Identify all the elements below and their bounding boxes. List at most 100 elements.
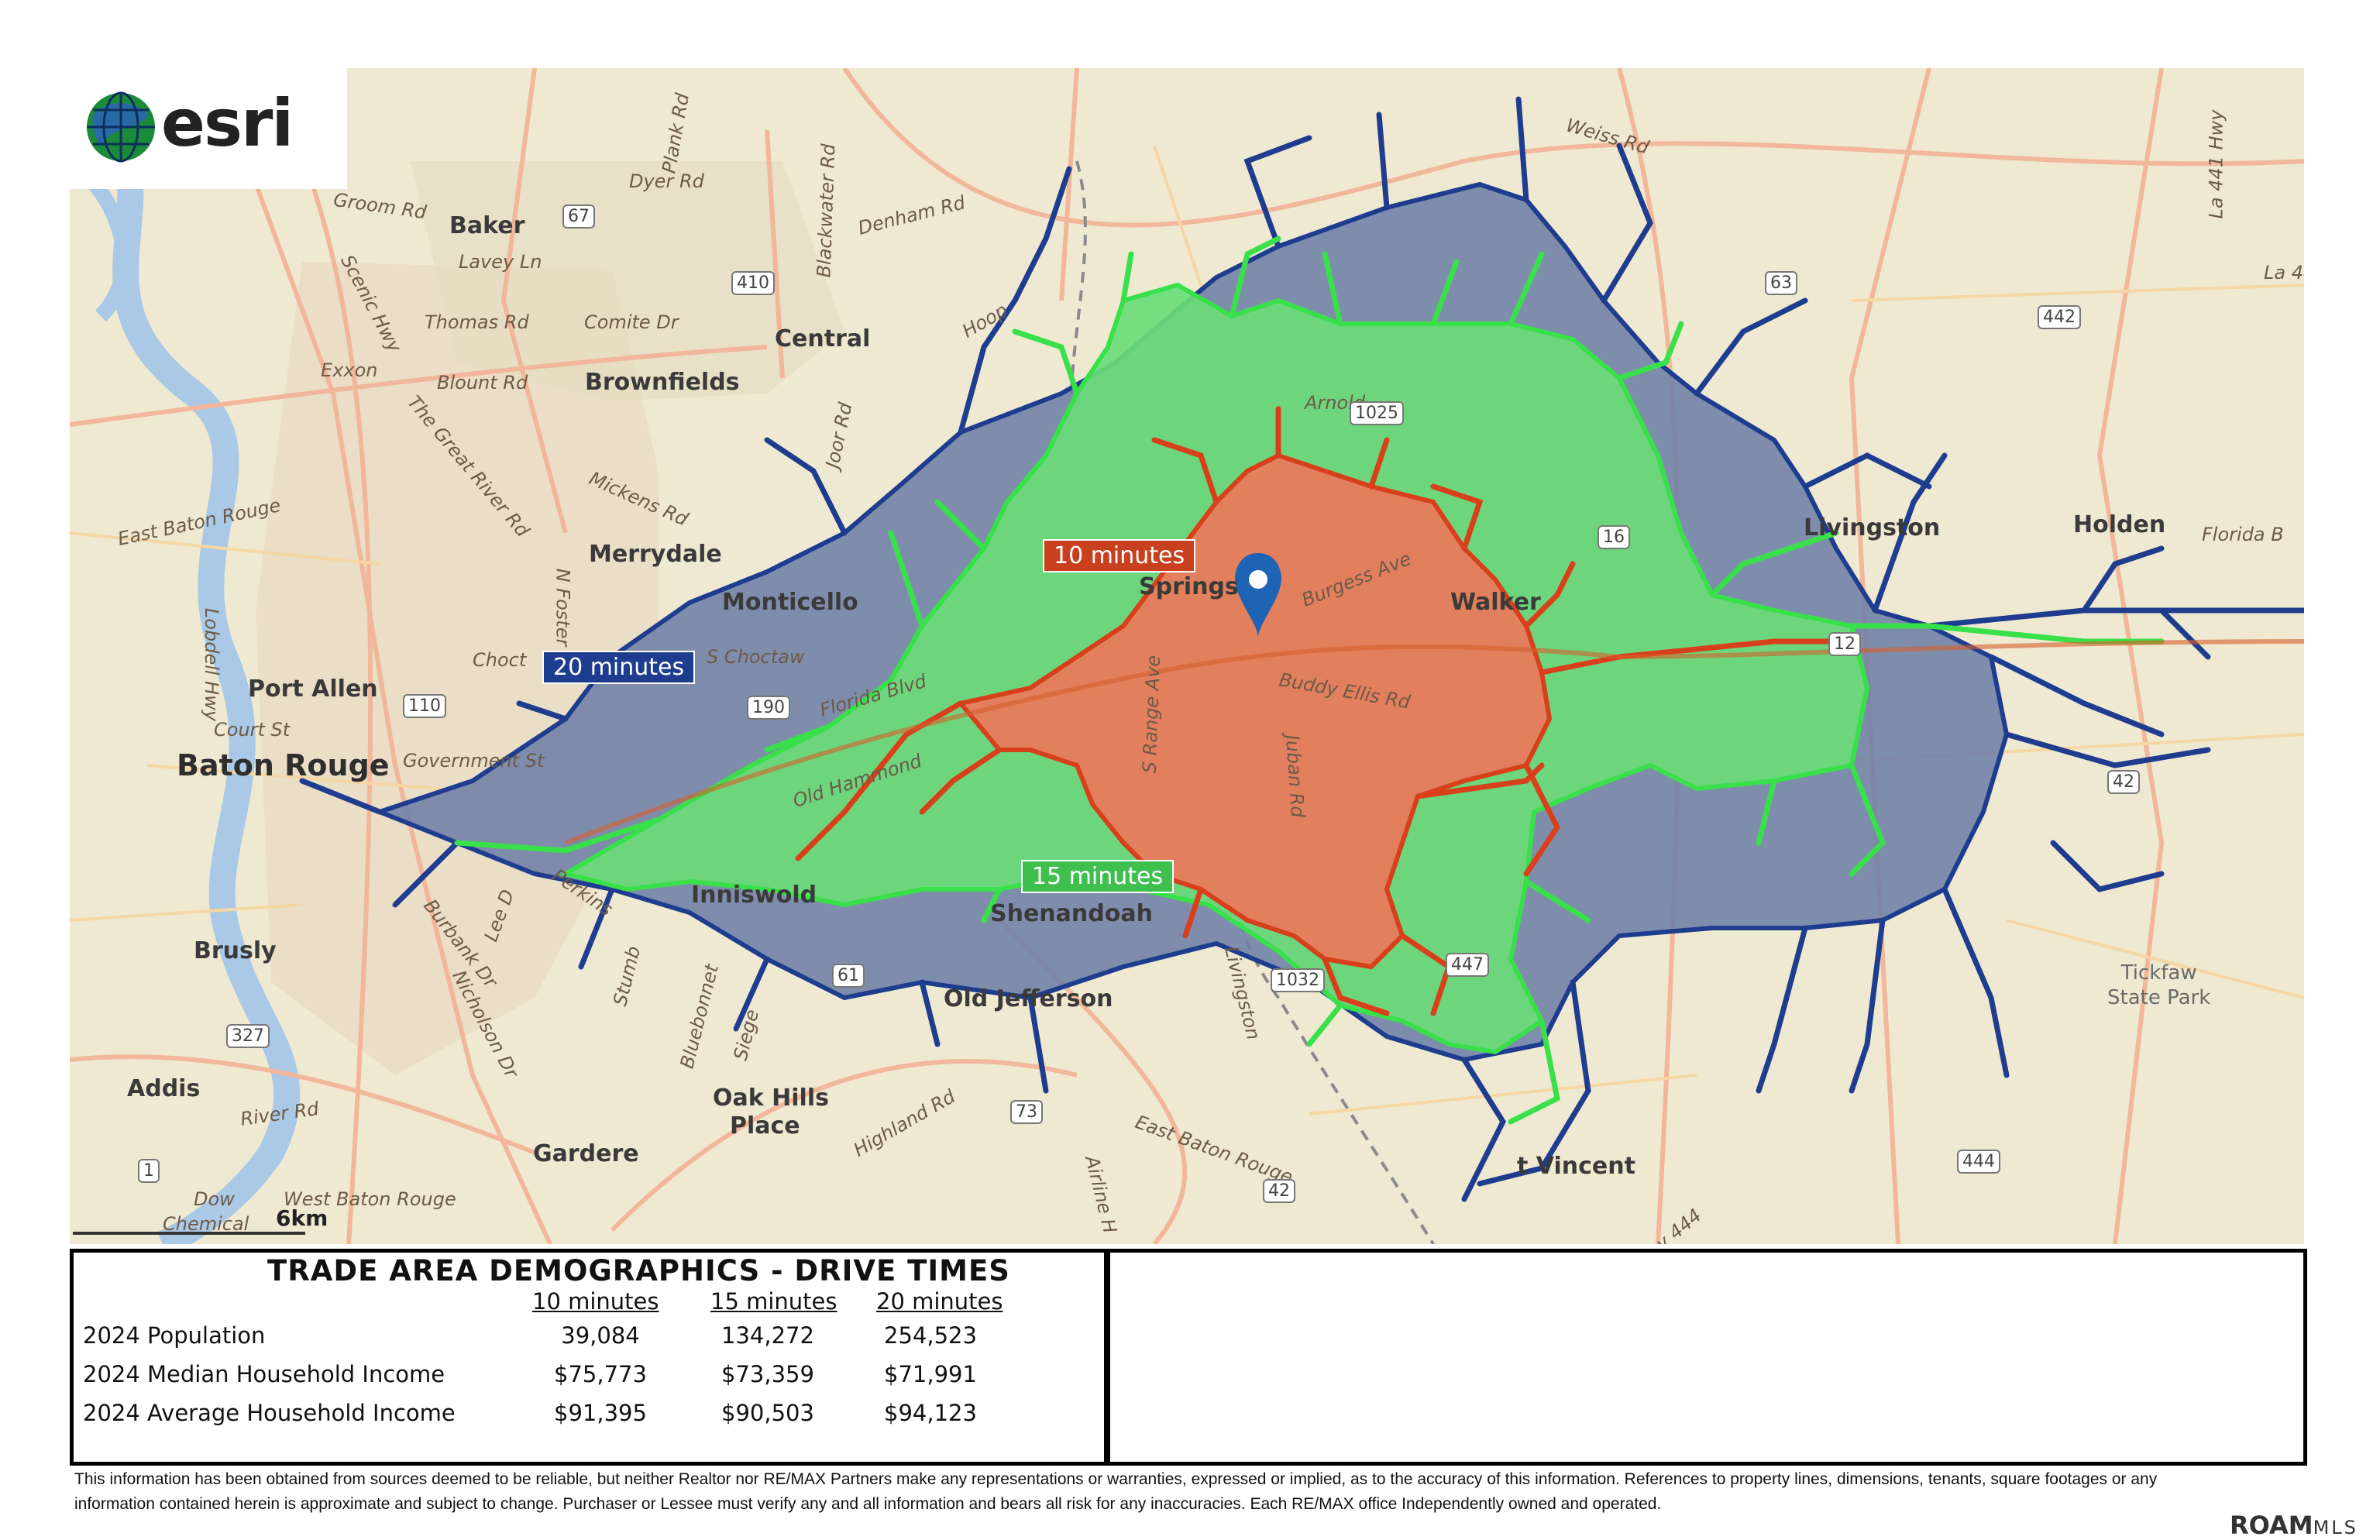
road-comite: Comite Dr: [584, 311, 679, 333]
disclaimer-line-2: information contained herein is approxim…: [74, 1495, 1662, 1513]
place-exxon: Exxon: [321, 359, 378, 381]
cell-median-10: $75,773: [554, 1361, 647, 1387]
drive-time-label-10: 10 minutes: [1043, 539, 1196, 572]
place-merrydale: Merrydale: [589, 541, 722, 568]
esri-wordmark: esri: [161, 85, 294, 161]
place-shenandoah: Shenandoah: [990, 900, 1153, 927]
map-canvas: [70, 68, 2304, 1244]
row-label-population: 2024 Population: [83, 1322, 266, 1349]
cell-median-15: $73,359: [721, 1361, 814, 1387]
road-choct: Choct: [473, 649, 527, 671]
place-old-jefferson: Old Jefferson: [944, 985, 1113, 1012]
road-florida-b: Florida B: [2202, 524, 2284, 545]
road-government-st: Government St: [403, 750, 545, 772]
cell-average-20: $94,123: [884, 1400, 977, 1426]
place-place: Place: [730, 1112, 800, 1140]
cell-average-15: $90,503: [721, 1400, 814, 1426]
drive-time-10-roads: [795, 406, 1847, 1016]
mississippi-river: [104, 109, 301, 1244]
shield-110: 110: [403, 694, 446, 718]
roam-mls-logo: ROAMMLS: [2230, 1511, 2358, 1540]
place-central: Central: [775, 325, 871, 352]
place-vincent: t Vincent: [1517, 1153, 1635, 1180]
place-port-allen: Port Allen: [248, 675, 378, 703]
place-walker: Walker: [1450, 589, 1541, 616]
shield-67: 67: [562, 205, 595, 229]
row-label-average-income: 2024 Average Household Income: [83, 1400, 456, 1426]
scale-text: 6km: [276, 1205, 328, 1231]
scale-line: [73, 1232, 305, 1235]
road-range: S Range Ave: [1138, 655, 1164, 774]
place-dow: Dow: [194, 1188, 235, 1210]
interstate-12: [564, 639, 2304, 845]
column-header-15: 15 minutes: [710, 1288, 837, 1315]
shield-1032: 1032: [1271, 968, 1325, 992]
cell-population-20: 254,523: [884, 1322, 977, 1349]
shield-444: 444: [1957, 1150, 2000, 1174]
place-tickfaw: Tickfaw State Park: [2107, 961, 2210, 1010]
drive-time-10-area: [956, 452, 1553, 970]
place-brusly: Brusly: [194, 937, 277, 964]
cell-median-20: $71,991: [884, 1361, 977, 1387]
road-blount: Blount Rd: [437, 372, 528, 394]
disclaimer: This information has been obtained from …: [74, 1467, 2290, 1517]
state-park-text: State Park: [2107, 986, 2211, 1009]
shield-42-east: 42: [2107, 770, 2140, 794]
row-label-median-income: 2024 Median Household Income: [83, 1361, 445, 1387]
road-court-st: Court St: [214, 719, 291, 741]
place-springs: Springs: [1139, 573, 1239, 600]
tickfaw-text: Tickfaw: [2120, 961, 2197, 985]
shield-1: 1: [138, 1159, 160, 1183]
road-la44: La 44: [2264, 262, 2304, 284]
cell-population-15: 134,272: [721, 1322, 814, 1349]
road-la441: La 441 Hwy: [2205, 109, 2227, 219]
place-inniswold: Inniswold: [691, 882, 817, 909]
place-west-baton-rouge: West Baton Rouge: [284, 1188, 456, 1210]
roam-text: ROAM: [2230, 1511, 2313, 1540]
panel-title: TRADE AREA DEMOGRAPHICS - DRIVE TIMES: [267, 1254, 1010, 1287]
mls-text: MLS: [2313, 1517, 2358, 1538]
shield-61: 61: [832, 964, 865, 988]
location-marker: [1235, 553, 1281, 638]
place-baker: Baker: [449, 212, 525, 239]
shield-447: 447: [1446, 953, 1489, 977]
shield-16: 16: [1598, 525, 1630, 549]
demographics-panel: TRADE AREA DEMOGRAPHICS - DRIVE TIMES 10…: [70, 1249, 2307, 1466]
cell-population-10: 39,084: [561, 1322, 640, 1349]
place-baton-rouge: Baton Rouge: [177, 748, 390, 782]
place-gardere: Gardere: [533, 1140, 639, 1167]
shield-327: 327: [226, 1024, 270, 1048]
place-oak-hills: Oak Hills: [713, 1085, 829, 1112]
shield-42-south: 42: [1263, 1179, 1295, 1203]
place-brownfields: Brownfields: [585, 369, 740, 396]
shield-1025: 1025: [1350, 401, 1404, 425]
cell-average-10: $91,395: [554, 1400, 647, 1426]
shield-190: 190: [747, 696, 790, 720]
column-header-20: 20 minutes: [876, 1288, 1003, 1315]
road-lobdell: Lobdell Hwy: [201, 607, 223, 722]
esri-logo: esri: [70, 68, 347, 189]
place-holden: Holden: [2073, 511, 2166, 538]
urban-area-north: [411, 161, 844, 401]
shield-63: 63: [1765, 271, 1797, 295]
drive-time-20-roads: [299, 96, 2304, 1202]
globe-icon: [87, 91, 155, 163]
disclaimer-line-1: This information has been obtained from …: [74, 1470, 2158, 1488]
road-lavey: Lavey Ln: [459, 251, 542, 273]
place-monticello: Monticello: [722, 589, 858, 616]
road-choctaw: S Choctaw: [707, 646, 805, 668]
shield-442: 442: [2038, 305, 2081, 329]
shield-12: 12: [1828, 632, 1861, 656]
drive-time-label-15: 15 minutes: [1021, 860, 1175, 893]
panel-divider: [1104, 1253, 1110, 1462]
place-livingston: Livingston: [1804, 514, 1941, 541]
drive-time-label-20: 20 minutes: [542, 651, 696, 684]
shield-73: 73: [1010, 1100, 1043, 1124]
road-dyer: Dyer Rd: [629, 170, 704, 192]
minor-roads: [70, 68, 2304, 1244]
drive-time-15-roads: [454, 235, 2165, 1125]
road-thomas: Thomas Rd: [425, 311, 529, 333]
column-header-10: 10 minutes: [532, 1288, 659, 1315]
map-view[interactable]: Baker Lavey Ln Central Brownfields Merry…: [70, 68, 2304, 1244]
place-chemical: Chemical: [163, 1213, 249, 1235]
